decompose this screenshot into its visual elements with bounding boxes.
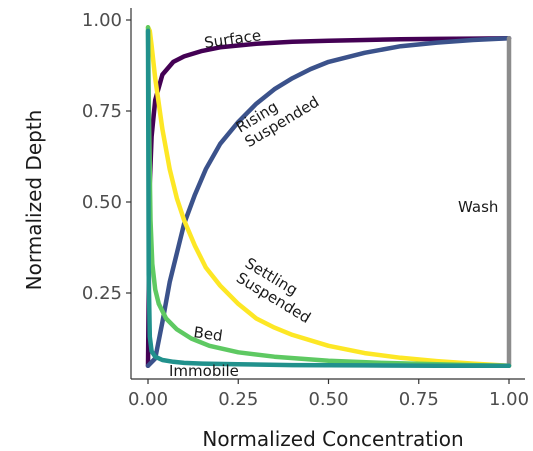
curve-label-line: Immobile: [169, 362, 239, 380]
y-tick-label: 0.75: [82, 101, 122, 122]
curve-labels: Surface RisingSuspended Wash SettlingSus…: [169, 26, 498, 380]
y-tick-label: 0.50: [82, 192, 122, 213]
x-tick-label: 0.25: [218, 389, 258, 410]
curve-label-line: Surface: [203, 26, 262, 52]
series-line-settling-suspended: [148, 27, 509, 366]
y-tick-label: 0.25: [82, 283, 122, 304]
series-line-bed: [148, 27, 509, 366]
x-tick-label: 1.00: [489, 389, 529, 410]
x-tick-label: 0.00: [128, 389, 168, 410]
curve-label-wash: Wash: [458, 198, 498, 216]
curve-label-line: Wash: [458, 198, 498, 216]
x-axis-title: Normalized Concentration: [202, 427, 463, 451]
y-axis-title: Normalized Depth: [22, 110, 46, 291]
x-tick-label: 0.75: [399, 389, 439, 410]
y-tick-label: 1.00: [82, 10, 122, 31]
curve-label-immobile: Immobile: [169, 362, 239, 380]
curve-label-settling-suspended: SettlingSuspended: [233, 254, 322, 327]
series-line-rising-suspended: [148, 38, 509, 366]
series-line-surface: [148, 38, 509, 366]
curve-label-surface: Surface: [203, 26, 262, 52]
series-layer: [148, 27, 509, 366]
x-tick-label: 0.50: [308, 389, 348, 410]
series-line-immobile: [148, 31, 509, 366]
